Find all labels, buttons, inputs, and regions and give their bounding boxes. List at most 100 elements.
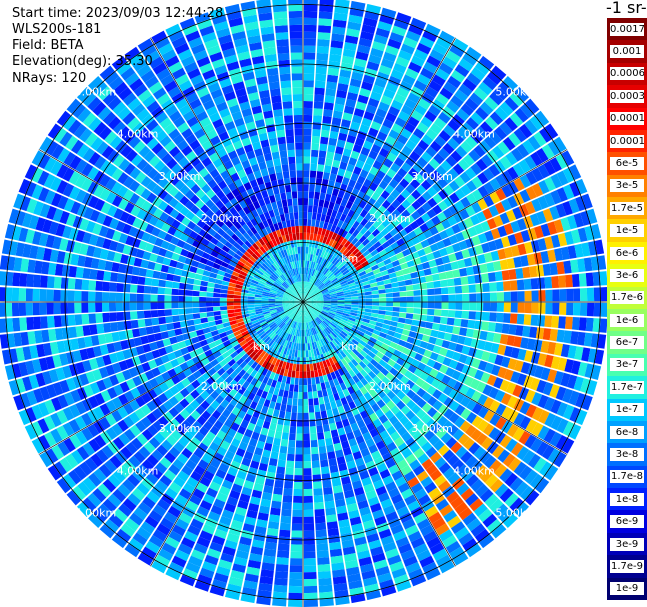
- range-gate-cell: [152, 504, 167, 517]
- range-gate-cell: [351, 258, 359, 266]
- range-gate-cell: [117, 185, 129, 198]
- range-gate-cell: [278, 185, 286, 194]
- range-gate-cell: [413, 368, 423, 378]
- range-gate-cell: [160, 264, 169, 273]
- range-gate-cell: [405, 355, 414, 365]
- range-gate-cell: [279, 286, 286, 292]
- range-gate-cell: [324, 165, 332, 174]
- range-gate-cell: [146, 100, 160, 113]
- range-gate-cell: [426, 55, 441, 68]
- range-gate-cell: [272, 186, 280, 195]
- range-gate-cell: [315, 219, 321, 228]
- range-gate-cell: [148, 81, 163, 95]
- range-gate-cell: [273, 109, 283, 118]
- range-gate-cell: [69, 155, 82, 170]
- range-gate-cell: [118, 198, 129, 211]
- range-gate-cell: [414, 420, 426, 431]
- range-gate-cell: [416, 549, 432, 562]
- range-gate-cell: [269, 248, 276, 256]
- range-gate-cell: [370, 473, 382, 483]
- range-gate-cell: [320, 286, 327, 292]
- range-gate-cell: [437, 147, 450, 160]
- range-gate-cell: [132, 375, 143, 387]
- range-gate-cell: [375, 321, 384, 328]
- range-gate-cell: [241, 435, 251, 445]
- range-gate-cell: [321, 258, 328, 266]
- range-gate-cell: [287, 287, 294, 293]
- range-gate-cell: [303, 288, 305, 296]
- range-gate-cell: [341, 154, 350, 164]
- range-gate-cell: [370, 546, 384, 557]
- range-gate-cell: [367, 197, 377, 207]
- range-gate-cell: [125, 378, 136, 390]
- range-gate-cell: [87, 96, 102, 112]
- range-gate-cell: [140, 259, 149, 269]
- range-gate-cell: [275, 32, 289, 40]
- range-gate-cell: [345, 394, 354, 404]
- range-gate-cell: [44, 431, 57, 447]
- range-gate-cell: [286, 333, 291, 341]
- range-gate-cell: [303, 426, 310, 434]
- range-gate-cell: [305, 308, 310, 315]
- range-gate-cell: [46, 205, 57, 220]
- range-gate-cell: [378, 528, 392, 540]
- range-gate-cell: [299, 308, 302, 316]
- range-gate-cell: [390, 189, 401, 199]
- range-gate-cell: [175, 73, 190, 86]
- range-gate-cell: [262, 309, 270, 313]
- range-gate-cell: [383, 541, 397, 553]
- range-gate-cell: [470, 111, 484, 125]
- range-gate-cell: [285, 362, 290, 370]
- range-gate-cell: [129, 284, 138, 293]
- range-gate-cell: [151, 226, 161, 237]
- range-gate-cell: [216, 147, 228, 158]
- range-gate-cell: [294, 328, 298, 336]
- range-gate-cell: [234, 431, 244, 442]
- range-gate-cell: [181, 216, 191, 227]
- range-gate-cell: [376, 170, 386, 180]
- range-gate-cell: [507, 395, 519, 409]
- range-gate-cell: [451, 132, 465, 145]
- range-gate-cell: [522, 139, 536, 155]
- range-gate-cell: [19, 196, 31, 212]
- range-gate-cell: [261, 303, 269, 307]
- range-gate-cell: [15, 347, 25, 362]
- range-gate-cell: [171, 163, 182, 175]
- range-gate-cell: [179, 206, 190, 217]
- range-gate-cell: [390, 69, 404, 81]
- range-gate-cell: [297, 198, 303, 206]
- range-gate-cell: [357, 353, 365, 361]
- range-gate-cell: [497, 366, 508, 379]
- range-gate-cell: [269, 173, 277, 182]
- range-gate-cell: [167, 329, 176, 338]
- range-gate-cell: [194, 323, 203, 331]
- range-gate-cell: [276, 466, 286, 475]
- range-gate-cell: [92, 81, 108, 96]
- range-gate-cell: [307, 314, 311, 322]
- range-gate-cell: [352, 114, 363, 124]
- range-gate-cell: [201, 238, 210, 247]
- range-gate-cell: [185, 150, 197, 162]
- range-gate-cell: [286, 135, 295, 144]
- range-gate-cell: [213, 363, 222, 372]
- range-gate-cell: [338, 132, 348, 142]
- range-gate-cell: [318, 347, 323, 355]
- range-gate-cell: [256, 269, 264, 276]
- range-gate-cell: [316, 59, 328, 68]
- range-gate-cell: [224, 210, 233, 220]
- range-gate-cell: [416, 436, 428, 448]
- range-gate-cell: [368, 127, 379, 138]
- range-gate-cell: [313, 310, 320, 316]
- range-gate-cell: [283, 307, 291, 311]
- range-gate-cell: [209, 425, 220, 436]
- range-gate-cell: [101, 145, 114, 159]
- range-gate-cell: [256, 339, 264, 346]
- range-gate-cell: [134, 364, 145, 375]
- range-gate-cell: [483, 455, 497, 469]
- range-gate-cell: [415, 377, 425, 388]
- range-gate-cell: [247, 392, 256, 401]
- range-gate-cell: [358, 441, 368, 451]
- range-gate-cell: [246, 85, 258, 95]
- range-gate-cell: [260, 498, 271, 508]
- range-gate-cell: [348, 234, 356, 243]
